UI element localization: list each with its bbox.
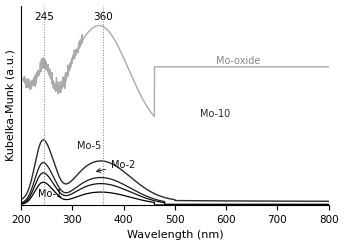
- Text: Mo-5: Mo-5: [77, 141, 102, 151]
- Text: 360: 360: [93, 12, 113, 22]
- Text: 245: 245: [34, 12, 54, 22]
- Y-axis label: Kubelka-Munk (a.u.): Kubelka-Munk (a.u.): [6, 49, 15, 161]
- Text: Mo-oxide: Mo-oxide: [216, 56, 260, 66]
- Text: Mo-10: Mo-10: [201, 109, 231, 119]
- Text: Mo-2: Mo-2: [97, 160, 135, 172]
- X-axis label: Wavelength (nm): Wavelength (nm): [127, 231, 223, 240]
- Text: Mo-1: Mo-1: [38, 189, 62, 199]
